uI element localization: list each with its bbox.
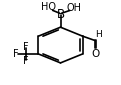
Text: B: B xyxy=(56,8,65,21)
Text: OH: OH xyxy=(67,3,82,13)
Text: F: F xyxy=(23,56,29,66)
Text: O: O xyxy=(91,49,100,59)
Text: F: F xyxy=(13,49,18,59)
Text: F: F xyxy=(23,42,29,52)
Text: H: H xyxy=(95,30,102,39)
Text: HO: HO xyxy=(41,2,56,12)
